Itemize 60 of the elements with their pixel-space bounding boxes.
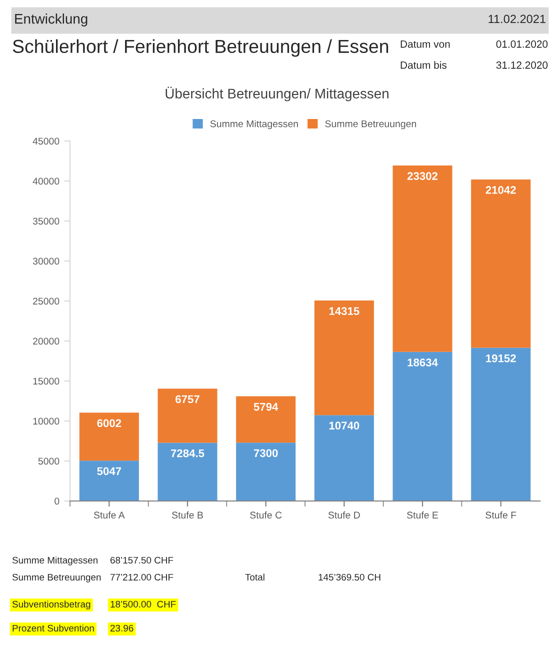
data-label: 21042 <box>486 186 516 194</box>
y-tick-label: 40000 <box>32 178 60 185</box>
bar <box>471 179 531 348</box>
data-label: 5794 <box>254 402 278 411</box>
text: 68’157.50 CHF <box>110 556 174 564</box>
x-tick-label: Stufe B <box>172 511 203 519</box>
text: 01.01.2020 <box>496 40 548 48</box>
bar <box>79 412 139 461</box>
text: 31.12.2020 <box>496 61 548 69</box>
data-label: 19152 <box>486 354 516 362</box>
text: Schülerhort / Ferienhort Betreuungen / Essen <box>12 39 388 57</box>
bar <box>158 442 218 501</box>
data-label: 5047 <box>97 467 122 476</box>
data-label: 7284.5 <box>170 449 204 458</box>
data-label: 6757 <box>176 395 200 404</box>
y-tick-label: 30000 <box>32 258 60 265</box>
text: Summe Mittagessen <box>12 556 98 566</box>
y-tick-label: 10000 <box>33 418 60 425</box>
data-label: 18634 <box>408 358 438 366</box>
legend-label: Summe Betreuungen <box>325 120 416 130</box>
y-tick-label: 25000 <box>33 298 60 305</box>
data-label: 6002 <box>97 419 122 428</box>
x-tick-label: Stufe E <box>407 511 438 519</box>
bar <box>392 352 452 501</box>
y-tick-label: 0 <box>54 498 60 505</box>
text: Prozent Subvention <box>12 624 94 632</box>
x-tick-label: Stufe C <box>250 511 282 519</box>
text: 77’212.00 CHF <box>110 574 174 581</box>
x-tick-label: Stufe D <box>328 511 360 519</box>
bar <box>314 415 374 501</box>
bar <box>158 388 218 443</box>
text: Summe Betreuungen <box>12 574 101 582</box>
bar <box>471 348 531 501</box>
text: 23.96 <box>110 624 134 632</box>
y-tick-label: 45000 <box>32 138 60 145</box>
y-tick-label: 20000 <box>33 338 60 345</box>
data-label: 10740 <box>329 422 360 430</box>
bar <box>236 396 296 443</box>
y-tick-label: 35000 <box>32 218 60 225</box>
bar <box>314 300 374 416</box>
text: Total <box>245 574 264 581</box>
text: Datum bis <box>400 61 447 69</box>
bar <box>392 166 452 352</box>
text: 18’500.00 CHF <box>110 600 176 608</box>
data-label: 23302 <box>407 172 438 180</box>
text: Entwicklung <box>15 14 88 26</box>
x-tick-label: Stufe F <box>486 511 516 519</box>
y-tick-label: 5000 <box>38 458 60 465</box>
text: 11.02.2021 <box>488 14 546 24</box>
chart-title: Übersicht Betreuungen/ Mittagessen <box>166 86 388 102</box>
x-tick-label: Stufe A <box>94 511 125 519</box>
bar <box>236 442 296 501</box>
data-label: 14315 <box>329 307 360 316</box>
data-label: 7300 <box>254 449 278 458</box>
y-tick-label: 15000 <box>33 378 60 385</box>
text: Datum von <box>400 40 450 48</box>
text: Subventionsbetrag <box>12 600 90 610</box>
text: 145’369.50 CH <box>318 574 380 581</box>
bar <box>79 460 139 501</box>
legend-label: Summe Mittagessen <box>210 120 298 130</box>
